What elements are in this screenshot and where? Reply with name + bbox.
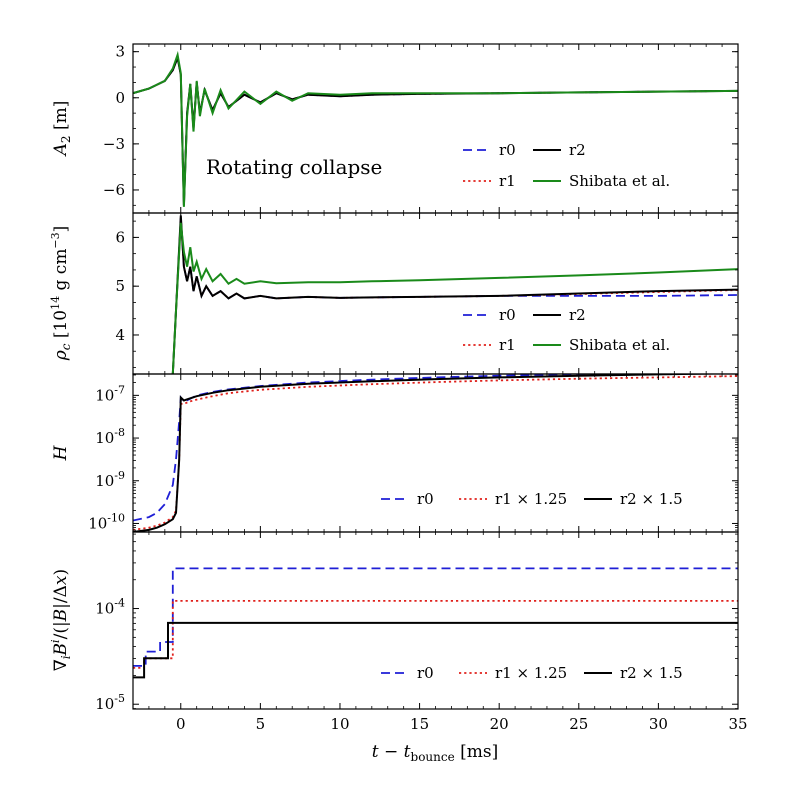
legend-label: r0 [417,664,434,682]
legend-label: r2 × 1.5 [620,664,683,682]
x-tick-label: 15 [410,715,429,733]
legend: r0 r1 r2 Shibata et al. [463,306,670,354]
y-tick-label: −3 [103,135,125,153]
legend-label: r2 × 1.5 [620,490,683,508]
y-axis-label: ρc [1014 g cm−3] [49,226,73,362]
series-line-r0 [133,567,738,667]
y-tick-label: 10-4 [95,597,125,618]
y-axis-label-text: A2 [m] [51,101,73,158]
x-tick-label: 0 [176,715,186,733]
x-tick-label: 10 [330,715,349,733]
series-line-shibata-et-al- [133,50,738,207]
legend-label: r0 [499,306,516,324]
y-tick-label: 4 [115,326,125,344]
series-line-r1-1-25 [133,600,738,669]
series-line-r2-1-5 [133,374,738,532]
legend-label: r0 [417,490,434,508]
legend-label: r1 [499,336,516,354]
series-group [133,374,738,532]
y-tick-label: 3 [115,43,125,61]
y-tick-label: 10-8 [95,426,125,447]
y-tick-label: 10-10 [88,511,125,532]
y-axis-label: H [51,444,71,461]
y-tick-label: −6 [103,181,125,199]
panel-annotation: Rotating collapse [206,155,382,179]
series-line-r0 [133,374,634,522]
legend-label: r1 × 1.25 [495,490,567,508]
axes-frame [132,373,739,533]
series-line-shibata-et-al- [171,222,738,374]
legend: r0 r1 × 1.25 r2 × 1.5 [381,490,683,508]
series-group [133,50,738,207]
panel-second: 4 5 6 ρc [1014 g cm−3] r0 r1 r2 Shibata et al. [49,212,739,375]
axes-frame [132,531,739,710]
y-tick-label: 5 [115,277,125,295]
x-axis-label: t − tbounce [ms] [372,742,498,764]
series-group [171,215,738,374]
y-axis-label: ∇iBi/(|B|/Δx) [49,569,73,671]
y-axis-label-text: H [51,444,71,461]
legend-label: Shibata et al. [569,172,670,190]
y-tick-label: 10-9 [95,469,125,490]
x-tick-label: 30 [649,715,668,733]
y-tick-label: 6 [115,228,125,246]
legend: r0 r1 r2 Shibata et al. [463,141,670,190]
y-tick-label: 10-5 [95,692,125,713]
panel-third: 10-10 10-9 10-8 10-7 Hr0 r1 × 1.25 r2 × 1.5 [51,373,739,533]
legend-label: r2 [569,306,586,324]
y-tick-label: 0 [115,89,125,107]
x-tick-label: 20 [490,715,509,733]
y-axis-label-text: ∇iBi/(|B|/Δx) [49,569,73,671]
legend-label: r1 [499,172,516,190]
legend-label: r0 [499,141,516,159]
legend-label: Shibata et al. [569,336,670,354]
legend-label: r1 × 1.25 [495,664,567,682]
x-tick-label: 25 [569,715,588,733]
panel-bottom: 10-5 10-4 0 5 10 15 20 25 30 35 ∇iBi/(|B|/Δx) r0 r1 … [49,531,748,733]
y-axis-label-text: ρc [1014 g cm−3] [49,226,73,362]
x-tick-label: 35 [728,715,747,733]
series-line-r2 [171,215,738,374]
panel-top: −6 −3 0 3 A2 [m] r0 r1 r2 Shibata et al. Rotating… [51,43,739,214]
legend-label: r2 [569,141,586,159]
series-line-r1-1-25 [133,375,738,531]
series-line-r2-1-5 [133,621,738,679]
y-tick-label: 10-7 [95,383,125,404]
x-tick-label: 5 [256,715,266,733]
series-group [133,567,738,679]
legend: r0 r1 × 1.25 r2 × 1.5 [381,664,683,682]
y-axis-label: A2 [m] [51,101,73,158]
